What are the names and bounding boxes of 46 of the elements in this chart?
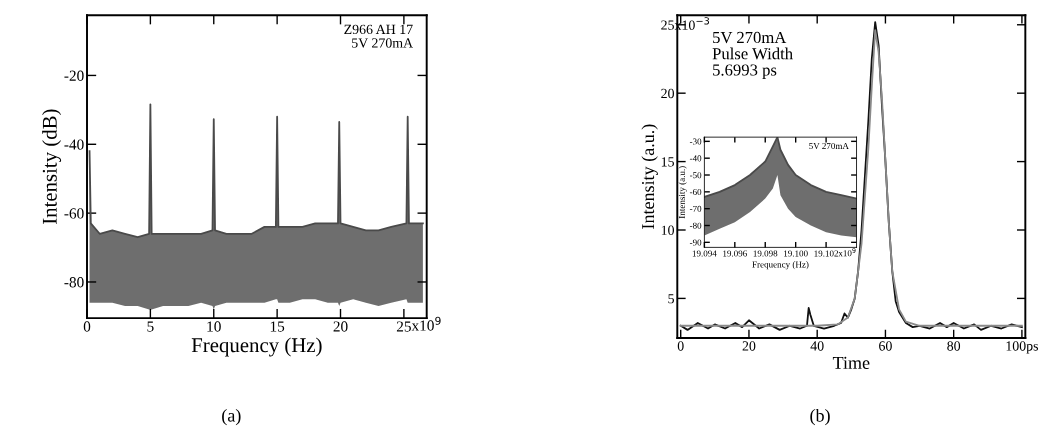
x-tick-label: 20 bbox=[742, 341, 756, 351]
y-tick-label: -30 bbox=[689, 138, 702, 145]
x-tick-label: 19.098 bbox=[753, 250, 778, 257]
y-axis-title: Intensity (a.u.) bbox=[678, 166, 687, 219]
x-tick-label: 100ps bbox=[1006, 341, 1038, 354]
text: (a) bbox=[222, 408, 241, 426]
y-tick-label: -40 bbox=[64, 139, 84, 150]
annotation: 5V 270mA bbox=[809, 142, 849, 150]
x-tick-label: 5 bbox=[147, 321, 154, 332]
y-tick-label: 10 bbox=[661, 225, 674, 235]
y-tick-label: -60 bbox=[64, 208, 84, 219]
x-tick-label: 40 bbox=[810, 341, 824, 351]
y-axis-title: Intensity (dB) bbox=[42, 109, 62, 225]
x-tick-label: 19.094 bbox=[692, 250, 717, 257]
x-tick-label: 10 bbox=[207, 321, 221, 332]
x-tick-label: 19.100 bbox=[784, 250, 808, 257]
y-tick-label: 25 bbox=[661, 20, 674, 30]
y-tick-label: 20 bbox=[661, 88, 674, 99]
x-axis-title: Frequency (Hz) bbox=[752, 261, 809, 270]
y-tick-label: -80 bbox=[689, 222, 702, 229]
x-tick-label: 60 bbox=[879, 341, 892, 351]
y-tick-label: -60 bbox=[689, 188, 702, 196]
y-tick-label: 5 bbox=[668, 294, 674, 304]
annotation: Z966 AH 17 5V 270mA bbox=[344, 24, 414, 48]
x-tick-label: 0 bbox=[677, 341, 684, 351]
x-tick-label: 19.102 bbox=[814, 250, 839, 257]
y-tick-label: -90 bbox=[689, 239, 702, 246]
annotation: x10$^{9}$ bbox=[411, 316, 441, 331]
x-tick-label: 0 bbox=[83, 321, 91, 332]
x-axis-title: Time bbox=[832, 356, 870, 369]
annotation: 5V 270mA Pulse Width 5.6993 ps bbox=[712, 31, 793, 79]
y-tick-label: -80 bbox=[64, 277, 84, 288]
y-tick-label: -70 bbox=[689, 205, 702, 212]
x-tick-label: 25 bbox=[396, 321, 411, 332]
x-tick-label: 15 bbox=[270, 321, 285, 332]
y-axis-title: Intensity (a.u.) bbox=[641, 124, 658, 229]
y-tick-label: -40 bbox=[689, 155, 702, 162]
x-tick-label: 20 bbox=[333, 321, 348, 332]
x-tick-label: 19.096 bbox=[723, 250, 747, 257]
x-tick-label: 80 bbox=[947, 341, 961, 351]
y-tick-label: 15 bbox=[661, 157, 674, 167]
x-axis-title: Frequency (Hz) bbox=[191, 337, 322, 357]
text: (b) bbox=[810, 408, 830, 426]
y-tick-label: -50 bbox=[689, 172, 702, 179]
annotation: x10$^{9}$ bbox=[838, 248, 856, 257]
y-tick-label: -20 bbox=[64, 70, 84, 81]
